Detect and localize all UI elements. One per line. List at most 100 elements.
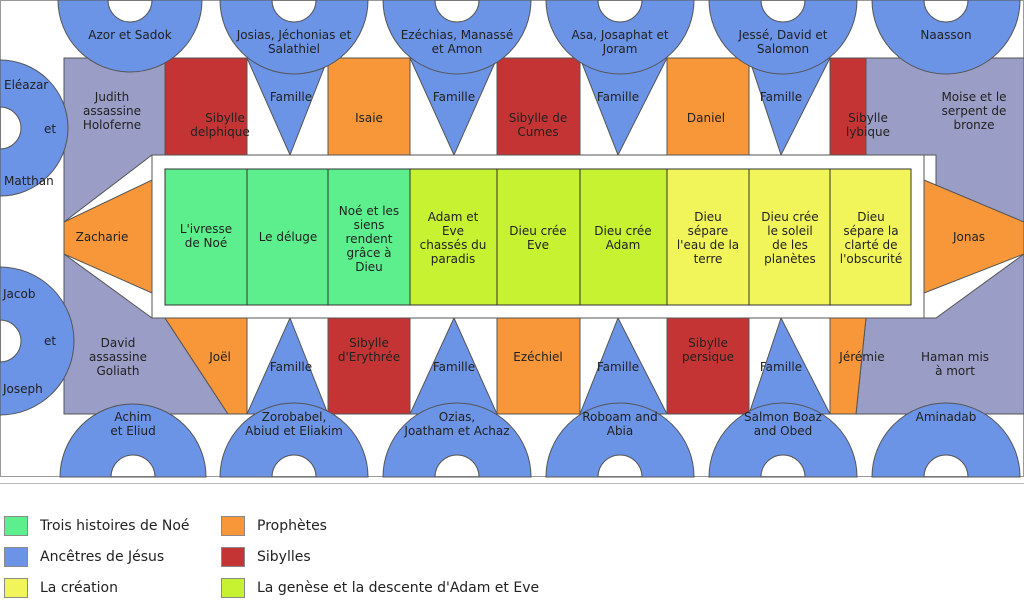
scene-label-david: David assassine Goliath	[89, 336, 147, 378]
prophet-ezechiel: Ezéchiel	[496, 317, 581, 415]
legend-label-noe: Trois histoires de Noé	[40, 518, 190, 534]
svg-text:Jonas: Jonas	[952, 230, 985, 244]
panel-clarte-obscurite: Dieu sépare la clarté de l'obscurité	[829, 168, 912, 306]
svg-text:Joël: Joël	[208, 350, 231, 364]
legend-label-sibyls: Sibylles	[257, 549, 311, 565]
legend-swatch-genesis	[221, 578, 245, 598]
svg-text:Famille: Famille	[760, 360, 802, 374]
svg-text:et: et	[44, 334, 56, 348]
panel-ivresse-de-noe: L'ivresse de Noé	[164, 168, 248, 306]
svg-text:Famille: Famille	[597, 360, 639, 374]
legend-label-ancestors: Ancêtres de Jésus	[40, 549, 165, 565]
svg-text:Matthan: Matthan	[4, 174, 54, 188]
panel-noe-rend-grace: Noé et les siens rendent grâce à Dieu	[327, 168, 411, 306]
svg-text:Zorobabel,Abiud et Eliakim: Zorobabel, Abiud et Eliakim	[245, 410, 343, 438]
prophet-zacharie: Zacharie	[63, 179, 153, 294]
sibyl-delphique: Sibylle delphique	[164, 57, 250, 156]
legend-swatch-creation	[4, 578, 28, 598]
ancestor-lunette-salmon: Salmon Boaz and Obed	[708, 402, 858, 478]
svg-text:Azor et Sadok: Azor et Sadok	[88, 28, 171, 42]
sibyl-erythree: Sibylle d'Erythrée	[327, 317, 411, 415]
scene-label-judith: Judith assassine Holoferne	[83, 90, 141, 132]
corner-scene-haman: Haman mis à mort	[855, 253, 1024, 415]
legend-label-genesis: La genèse et la descente d'Adam et Eve	[257, 580, 540, 596]
svg-text:Ezéchiel: Ezéchiel	[513, 350, 563, 364]
svg-text:Jérémie: Jérémie	[838, 350, 884, 364]
legend: Trois histoires de Noé Prophètes Ancêtre…	[0, 483, 1024, 608]
ancestor-lunette-eleazar: Eléazar et Matthan	[0, 59, 69, 197]
svg-text:Le déluge: Le déluge	[259, 230, 318, 244]
svg-text:Jacob: Jacob	[2, 287, 35, 301]
panel-le-deluge: Le déluge	[246, 168, 329, 306]
ancestor-lunette-jacob: Jacob et Joseph	[0, 266, 75, 416]
legend-label-prophets: Prophètes	[257, 518, 327, 534]
ancestor-lunette-roboam: Roboam and Abia	[545, 402, 695, 478]
legend-swatch-noe	[4, 516, 28, 536]
svg-text:Famille: Famille	[433, 90, 475, 104]
scene-label-haman: Haman mis à mort	[921, 350, 989, 378]
svg-text:Naasson: Naasson	[920, 28, 971, 42]
ancestor-lunette-naasson: Naasson	[871, 0, 1021, 75]
ancestor-lunette-josias: Josias, Jéchonias et Salathiel	[219, 0, 369, 75]
legend-swatch-ancestors	[4, 547, 28, 567]
legend-item-genesis: La genèse et la descente d'Adam et Eve	[221, 575, 539, 601]
ancestor-lunette-asa: Asa, Josaphat et Joram	[545, 0, 695, 75]
panel-dieu-cree-adam: Dieu crée Adam	[579, 168, 668, 306]
ancestor-lunette-aminadab: Aminadab	[871, 402, 1021, 478]
ancestor-lunette-azor: Azor et Sadok	[57, 0, 203, 73]
panel-dieu-cree-eve: Dieu crée Eve	[496, 168, 581, 306]
ancestor-lunette-zorobabel: Zorobabel, Abiud et Eliakim	[219, 402, 369, 478]
prophet-daniel: Daniel	[666, 57, 750, 156]
legend-item-sibyls: Sibylles	[221, 544, 311, 570]
svg-text:Ozias,Joatham et Achaz: Ozias, Joatham et Achaz	[403, 410, 509, 438]
svg-text:Famille: Famille	[597, 90, 639, 104]
ancestor-lunette-jesse: Jessé, David et Salomon	[708, 0, 858, 75]
svg-text:Isaie: Isaie	[355, 111, 383, 125]
prophet-isaie: Isaie	[327, 57, 411, 156]
panel-adam-eve-chasses: Adam et Eve chassés du paradis	[409, 168, 498, 306]
legend-item-ancestors: Ancêtres de Jésus	[4, 544, 164, 570]
legend-label-creation: La création	[40, 580, 118, 596]
svg-text:Famille: Famille	[433, 360, 475, 374]
family-triangle-bottom-1: Famille	[246, 316, 329, 415]
svg-text:Famille: Famille	[270, 360, 312, 374]
svg-text:Eléazar: Eléazar	[4, 78, 48, 92]
svg-text:et: et	[44, 122, 56, 136]
sibyl-cumes: Sibylle de Cumes	[496, 57, 581, 156]
svg-text:Zacharie: Zacharie	[76, 230, 129, 244]
legend-item-prophets: Prophètes	[221, 513, 327, 539]
ancestor-lunette-ozias: Ozias, Joatham et Achaz	[382, 402, 532, 478]
legend-item-creation: La création	[4, 575, 118, 601]
panel-separe-eau: Dieu sépare l'eau de la terre	[666, 168, 750, 306]
svg-text:Famille: Famille	[760, 90, 802, 104]
ancestor-lunette-ezechias: Ezéchias, Manassé et Amon	[382, 0, 532, 75]
panel-soleil-planetes: Dieu crée le soleil de les planètes	[748, 168, 831, 306]
legend-swatch-prophets	[221, 516, 245, 536]
svg-text:Joseph: Joseph	[2, 382, 43, 396]
sistine-ceiling-diagram: Judith assassine Holoferne Moise et le serp…	[0, 0, 1024, 478]
svg-text:Famille: Famille	[270, 90, 312, 104]
svg-text:Daniel: Daniel	[687, 111, 725, 125]
svg-text:Aminadab: Aminadab	[916, 410, 977, 424]
scene-label-moise: Moise et le serpent de bronze	[941, 90, 1006, 132]
